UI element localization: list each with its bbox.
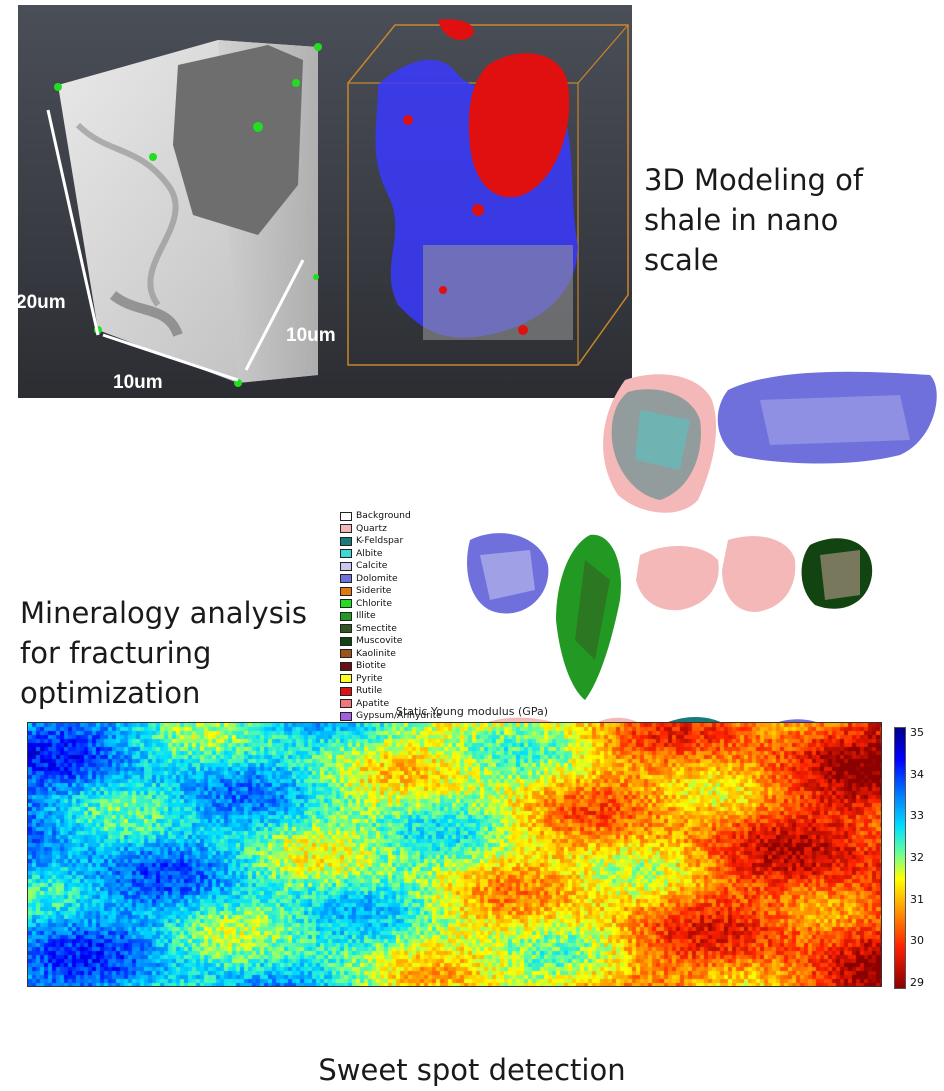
caption-mineralogy-line: optimization	[20, 676, 201, 710]
legend-item: Smectite	[340, 623, 485, 636]
caption-mineralogy-line: for fracturing	[20, 636, 212, 670]
legend-label: K-Feldspar	[356, 535, 404, 547]
legend-item: Illite	[340, 610, 485, 623]
caption-mineralogy: Mineralogy analysis for fracturing optim…	[20, 593, 307, 713]
legend-item: Muscovite	[340, 635, 485, 648]
legend-label: Muscovite	[356, 635, 403, 647]
legend-swatch	[340, 636, 352, 646]
legend-swatch	[340, 686, 352, 696]
legend-label: Background	[356, 510, 411, 522]
colorbar-tick-label: 34	[910, 767, 924, 781]
legend-swatch	[340, 649, 352, 659]
mineral-sample	[801, 538, 873, 609]
colorbar-tick-label: 35	[910, 726, 924, 739]
sem-grain	[173, 45, 303, 235]
legend-label: Chlorite	[356, 597, 392, 609]
3d-model-drawing: 20um 10um 10um	[18, 19, 629, 393]
caption-3d-modeling: 3D Modeling of shale in nano scale	[644, 160, 863, 280]
legend-label: Gypsum/Anhydrite	[356, 710, 442, 722]
colorbar-tick-label: 33	[910, 809, 924, 823]
legend-swatch	[340, 624, 352, 634]
legend-swatch	[340, 699, 352, 709]
mineral-sample	[467, 533, 549, 614]
legend-item: Quartz	[340, 523, 485, 536]
marker-points	[54, 43, 322, 387]
legend-label: Calcite	[356, 560, 388, 572]
legend-label: Albite	[356, 547, 383, 559]
legend-label: Pyrite	[356, 672, 383, 684]
mineral-sample	[717, 371, 937, 464]
caption-3d-line: shale in nano	[644, 203, 839, 237]
legend-swatch	[340, 711, 352, 721]
legend-item: Kaolinite	[340, 648, 485, 661]
legend-swatch	[340, 524, 352, 534]
legend-swatch	[340, 586, 352, 596]
legend-item: K-Feldspar	[340, 535, 485, 548]
dim-height-label: 20um	[18, 292, 66, 313]
legend-item: Biotite	[340, 660, 485, 673]
caption-3d-line: 3D Modeling of	[644, 163, 864, 197]
legend-item: Gypsum/Anhydrite	[340, 710, 485, 723]
legend-item: Dolomite	[340, 573, 485, 586]
dim-width-label: 10um	[113, 372, 163, 393]
legend-swatch	[340, 574, 352, 584]
legend-item: Pyrite	[340, 673, 485, 686]
legend-label: Quartz	[356, 522, 387, 534]
legend-item: Calcite	[340, 560, 485, 573]
legend-swatch	[340, 561, 352, 571]
mineral-sample	[636, 545, 719, 611]
legend-label: Kaolinite	[356, 647, 396, 659]
legend-swatch	[340, 536, 352, 546]
colorbar-tick-label: 32	[910, 851, 924, 864]
legend-swatch	[340, 611, 352, 621]
colorbar-tick-label: 29	[910, 976, 924, 989]
caption-mineralogy-line: Mineralogy analysis	[20, 596, 307, 630]
legend-item: Siderite	[340, 585, 485, 598]
young-modulus-heatmap	[27, 722, 882, 987]
mineral-sample	[722, 536, 796, 612]
colorbar-tick-label: 30	[910, 934, 924, 948]
mineral-sample	[556, 534, 621, 700]
legend-item: Rutile	[340, 685, 485, 698]
heatmap-title: Static Young modulus (GPa)	[395, 705, 548, 718]
3d-model-image: 20um 10um 10um	[18, 5, 632, 398]
legend-item: Apatite	[340, 698, 485, 711]
caption-sweet-spot: Sweet spot detection	[318, 1053, 626, 1087]
legend-swatch	[340, 511, 352, 521]
legend-swatch	[340, 549, 352, 559]
colorbar	[894, 727, 906, 989]
legend-swatch	[340, 599, 352, 609]
legend-label: Illite	[356, 610, 376, 622]
mineral-sample	[603, 374, 717, 513]
colorbar-tick-label: 31	[910, 892, 924, 906]
legend-label: Siderite	[356, 585, 392, 597]
legend-label: Rutile	[356, 685, 383, 697]
caption-3d-line: scale	[644, 243, 719, 277]
legend-label: Dolomite	[356, 572, 398, 584]
dimension-arrows	[46, 109, 305, 382]
segmented-model	[347, 19, 629, 366]
legend-item: Albite	[340, 548, 485, 561]
legend-label: Biotite	[356, 660, 386, 672]
legend-swatch	[340, 674, 352, 684]
legend-item: Chlorite	[340, 598, 485, 611]
legend-item: Background	[340, 510, 485, 523]
legend-swatch	[340, 661, 352, 671]
dim-depth-label: 10um	[286, 325, 336, 346]
legend-label: Apatite	[356, 697, 390, 709]
legend-label: Smectite	[356, 622, 397, 634]
